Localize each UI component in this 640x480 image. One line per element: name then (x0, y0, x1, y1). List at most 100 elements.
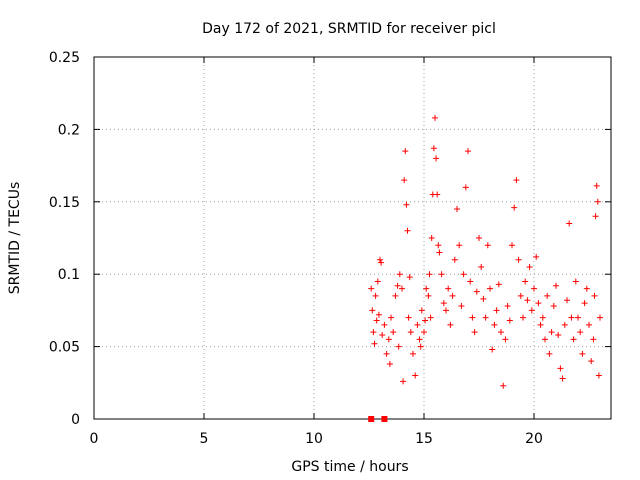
data-point (369, 307, 376, 314)
data-point (524, 297, 531, 304)
data-point (379, 332, 386, 339)
data-point (504, 303, 511, 310)
data-point (372, 292, 379, 299)
data-point (484, 242, 491, 249)
data-point (374, 278, 381, 285)
x-tick-label: 15 (415, 431, 433, 447)
data-point (395, 343, 402, 350)
y-tick-label: 0.25 (49, 50, 80, 66)
data-point (417, 343, 424, 350)
y-tick-label: 0.1 (58, 267, 80, 283)
data-point (539, 314, 546, 321)
data-point (407, 329, 414, 336)
data-point (548, 329, 555, 336)
data-point (449, 292, 456, 299)
data-point (388, 314, 394, 321)
data-point (456, 242, 463, 249)
data-point (418, 307, 425, 314)
data-point (381, 321, 388, 328)
data-point (390, 329, 397, 336)
data-point (471, 329, 478, 336)
data-point (493, 307, 500, 314)
data-point (500, 382, 507, 389)
zero-marker (368, 416, 375, 422)
x-tick-label: 10 (305, 431, 323, 447)
data-point (522, 278, 529, 285)
data-point (528, 307, 535, 314)
data-point (410, 350, 416, 357)
data-point (559, 375, 566, 382)
data-point (593, 182, 600, 189)
data-point (476, 235, 482, 241)
data-point (402, 148, 409, 155)
x-tick-label: 5 (200, 431, 209, 447)
axis-ticks: 0 0.05 0.1 0.15 0.2 0.25 0 5 10 15 20 (49, 50, 611, 447)
data-point (423, 285, 430, 292)
data-point (396, 271, 403, 278)
data-point (583, 285, 590, 292)
chart-title: Day 172 of 2021, SRMTID for receiver pic… (202, 21, 496, 37)
data-point (434, 191, 441, 198)
data-point (572, 278, 579, 285)
data-point (581, 300, 588, 307)
data-point (373, 317, 380, 324)
data-point (469, 314, 476, 321)
data-point (421, 329, 427, 336)
data-point (533, 253, 540, 260)
data-point (400, 378, 407, 385)
data-point (588, 358, 595, 365)
data-point (454, 206, 460, 213)
grid (94, 57, 611, 419)
data-point (414, 321, 421, 328)
data-point (385, 336, 392, 343)
data-point (465, 148, 471, 155)
data-point (570, 336, 577, 343)
data-point (375, 311, 382, 318)
data-point (502, 336, 509, 343)
data-point (590, 336, 597, 343)
data-point (473, 288, 480, 295)
data-point (487, 285, 493, 292)
data-point (495, 281, 502, 288)
data-point (480, 295, 487, 302)
plot-frame (93, 56, 612, 420)
data-point (427, 314, 434, 321)
data-point (517, 292, 524, 299)
data-point (564, 297, 570, 304)
data-point (550, 303, 557, 310)
data-point (425, 292, 432, 299)
x-axis-label: GPS time / hours (291, 459, 408, 475)
data-point (399, 285, 405, 292)
data-point (557, 365, 564, 372)
data-point (368, 285, 375, 292)
data-point (394, 282, 401, 289)
data-point (378, 259, 385, 266)
data-point (392, 292, 399, 299)
data-point (577, 329, 584, 336)
data-point (561, 321, 568, 328)
x-tick-label: 0 (90, 431, 99, 447)
data-point (416, 336, 423, 343)
data-point (462, 184, 469, 191)
data-point (531, 285, 537, 292)
data-point (440, 300, 447, 307)
data-point (513, 177, 520, 184)
data-point (489, 346, 496, 353)
y-tick-label: 0.15 (49, 195, 80, 211)
data-point (377, 256, 383, 263)
data-point (544, 292, 551, 299)
data-point (404, 227, 411, 234)
data-point (430, 145, 437, 152)
data-points (368, 114, 603, 422)
data-point (370, 329, 377, 336)
data-point (520, 314, 526, 321)
data-point (422, 317, 429, 324)
data-point (511, 204, 518, 211)
data-point (406, 274, 413, 281)
data-point (478, 263, 485, 270)
data-point (435, 242, 442, 249)
data-point (451, 256, 458, 263)
data-point (546, 350, 553, 357)
data-point (535, 300, 542, 307)
